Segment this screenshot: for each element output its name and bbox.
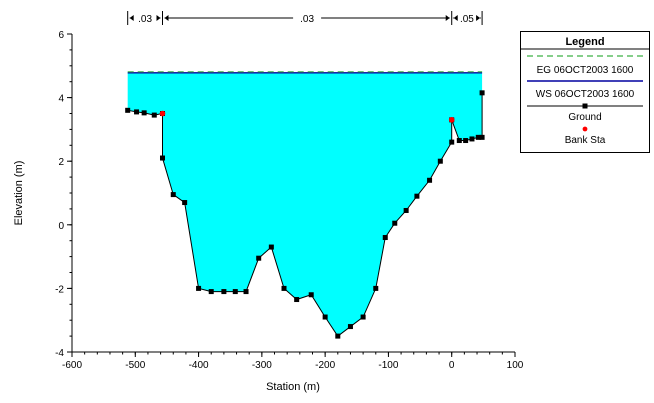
ground-point: [294, 297, 300, 303]
y-tick-label: 4: [58, 94, 64, 105]
ground-point: [373, 285, 379, 291]
x-tick-label: 100: [507, 360, 524, 371]
ground-point: [382, 235, 388, 241]
manning-arrow-right: [476, 15, 481, 21]
ground-point: [463, 138, 469, 144]
legend-item-eg: EG 06OCT2003 1600: [537, 65, 634, 76]
ground-point: [414, 193, 420, 199]
ground-point: [134, 109, 140, 115]
x-tick-label: -100: [378, 360, 398, 371]
legend: Legend EG 06OCT2003 1600 WS 06OCT2003 16…: [520, 31, 650, 153]
manning-n-label: .05: [460, 14, 474, 25]
water-surface-area: [127, 72, 483, 337]
bank-station-point: [159, 110, 166, 117]
ground-point: [221, 289, 227, 295]
ground-point: [281, 285, 287, 291]
x-axis-label: Station (m): [266, 381, 320, 393]
legend-item-bank: Bank Sta: [565, 135, 606, 146]
ground-point: [392, 220, 398, 226]
ground-point: [182, 200, 188, 206]
ground-point: [449, 139, 455, 145]
y-tick-label: -2: [55, 284, 64, 295]
manning-arrow-left: [129, 15, 134, 21]
legend-item-ground: Ground: [568, 112, 601, 123]
ground-point: [469, 136, 475, 142]
ground-point: [479, 90, 485, 96]
y-tick-label: 6: [58, 30, 64, 41]
ground-point: [208, 289, 214, 295]
y-axis-label: Elevation (m): [13, 161, 25, 226]
legend-ground-marker: [582, 103, 588, 109]
ground-point: [427, 177, 433, 183]
ground-point: [360, 314, 366, 320]
x-tick-label: -200: [315, 360, 335, 371]
ground-point: [159, 155, 165, 161]
ground-point: [322, 314, 328, 320]
manning-arrow-right: [445, 15, 450, 21]
manning-arrow-right: [156, 15, 161, 21]
ground-point: [437, 158, 443, 164]
ground-point: [403, 207, 409, 213]
x-tick-label: -400: [189, 360, 209, 371]
y-tick-label: -4: [55, 348, 64, 359]
manning-arrow-left: [164, 15, 169, 21]
ground-point: [243, 289, 249, 295]
manning-arrow-left: [453, 15, 458, 21]
y-tick-label: 2: [58, 157, 64, 168]
ground-point: [456, 138, 462, 144]
ground-point: [125, 107, 131, 113]
manning-n-label: .03: [138, 14, 152, 25]
x-tick-label: -300: [252, 360, 272, 371]
y-tick-label: 0: [58, 221, 64, 232]
ground-point: [308, 292, 314, 298]
ground-point: [268, 244, 274, 250]
ground-point: [141, 110, 147, 116]
ground-point: [347, 324, 353, 330]
ground-point: [335, 333, 341, 339]
x-tick-label: -500: [125, 360, 145, 371]
legend-title: Legend: [565, 36, 604, 48]
manning-n-label: .03: [300, 14, 314, 25]
ground-point: [232, 289, 238, 295]
ground-point: [256, 255, 262, 261]
bank-station-point: [448, 117, 455, 123]
legend-item-ws: WS 06OCT2003 1600: [536, 89, 635, 100]
ground-point: [151, 112, 157, 118]
x-tick-label: 0: [449, 360, 455, 371]
legend-bank-marker: [582, 126, 588, 132]
ground-point: [196, 285, 202, 291]
x-tick-label: -600: [62, 360, 82, 371]
ground-point: [475, 134, 481, 140]
ground-point: [170, 192, 176, 198]
ground-point: [479, 134, 485, 140]
